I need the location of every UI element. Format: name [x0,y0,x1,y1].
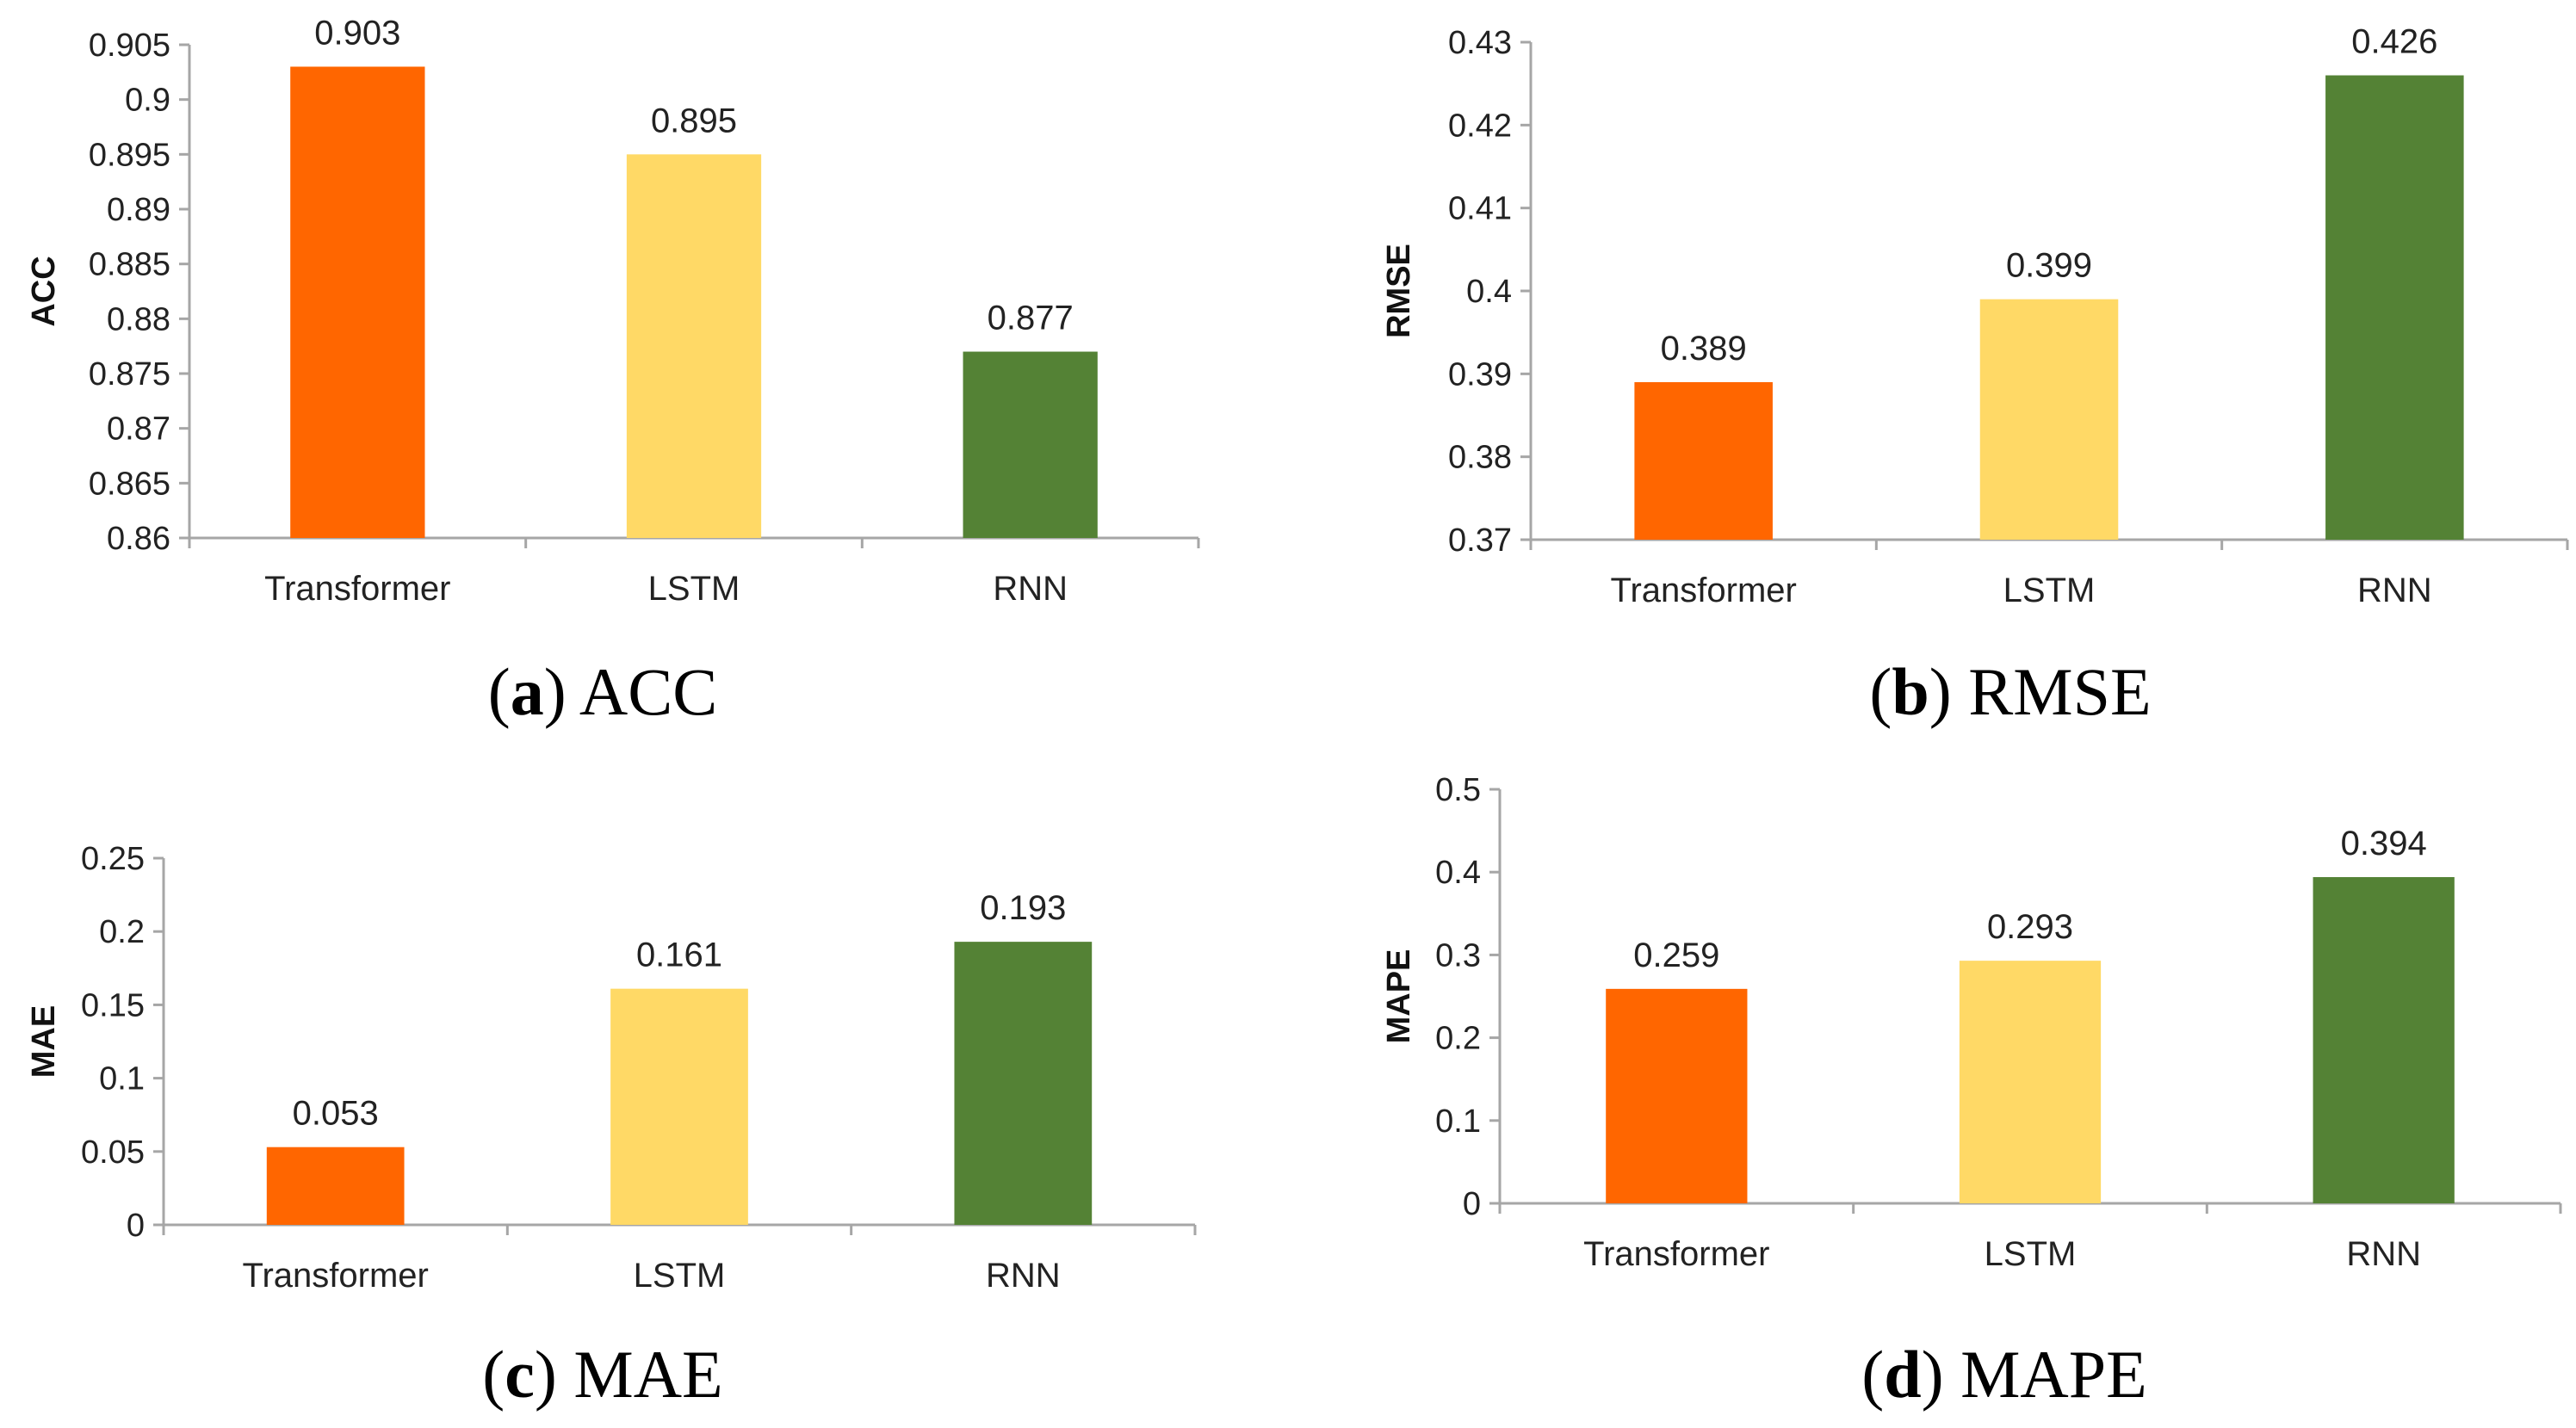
y-tick-label: 0.43 [1448,25,1512,61]
x-category-label: Transformer [243,1257,429,1295]
bar-rnn [2313,876,2455,1203]
x-category-label: RNN [2357,572,2432,609]
y-tick-label: 0.41 [1448,191,1512,227]
data-label-lstm: 0.293 [1987,908,2073,946]
bar-lstm [1979,299,2119,540]
panel-caption: (d) MAPE [1861,1337,2147,1412]
x-category-label: RNN [986,1257,1061,1295]
chart-panel-a: 0.860.8650.870.8750.880.8850.890.8950.90… [26,14,1200,729]
y-tick-label: 0.42 [1448,108,1512,144]
data-label-transformer: 0.053 [293,1095,379,1133]
x-category-label: Transformer [264,570,450,608]
y-tick-label: 0.05 [81,1134,145,1171]
y-tick-label: 0.1 [99,1061,145,1097]
y-axis-title: ACC [26,256,62,326]
data-label-rnn: 0.877 [988,300,1074,337]
x-category-label: Transformer [1611,572,1797,609]
y-tick-label: 0.5 [1435,772,1481,808]
y-tick-label: 0.4 [1435,855,1481,891]
bar-transformer [1606,988,1748,1203]
data-label-rnn: 0.193 [980,889,1066,927]
y-tick-label: 0.865 [89,466,170,502]
y-tick-label: 0.1 [1435,1103,1481,1140]
caption-text: ACC [579,654,717,729]
bar-rnn [963,351,1098,538]
y-tick-label: 0.9 [125,83,170,119]
y-axis-title: MAPE [1381,949,1417,1044]
bar-lstm [610,988,748,1225]
x-category-label: RNN [993,570,1068,608]
y-tick-label: 0.895 [89,137,170,173]
y-tick-label: 0.2 [99,914,145,950]
chart-panel-c: 0 0.05 0.1 0.15 0.2 0.25 0.053 Transformer 0.161… [26,841,1197,1412]
x-category-label: RNN [2346,1235,2421,1273]
y-tick-label: 0.885 [89,247,170,283]
y-tick-label: 0.87 [107,411,170,448]
y-tick-label: 0.38 [1448,440,1512,476]
caption-letter: d [1884,1337,1921,1412]
data-label-lstm: 0.161 [636,937,722,974]
y-tick-label: 0.37 [1448,522,1512,559]
caption-text: MAE [573,1337,722,1412]
bar-transformer [266,1147,405,1225]
x-category-label: LSTM [2003,572,2096,609]
data-label-lstm: 0.399 [2006,247,2092,285]
x-category-label: LSTM [648,570,740,608]
y-tick-label: 0.88 [107,301,170,337]
y-tick-label: 0 [1463,1186,1481,1222]
chart-panel-b: 0.37 0.38 0.39 0.4 0.41 0.42 0.43 0.389 Transfor… [1381,23,2569,729]
y-axis-title: MAE [26,1005,62,1078]
x-category-label: LSTM [1985,1235,2077,1273]
bar-lstm [1959,961,2102,1203]
y-tick-label: 0.905 [89,28,170,64]
y-tick-label: 0.15 [81,987,145,1023]
panel-caption: (c) MAE [482,1337,722,1412]
caption-text: MAPE [1960,1337,2147,1412]
bar-lstm [626,154,762,539]
x-category-label: Transformer [1583,1235,1769,1273]
caption-letter: a [511,654,544,729]
caption-text: RMSE [1968,654,2151,729]
y-tick-label: 0.875 [89,356,170,393]
caption-letter: c [505,1337,535,1412]
data-label-rnn: 0.394 [2341,825,2427,862]
bar-transformer [290,66,425,538]
panel-caption: (a) ACC [488,654,718,729]
y-tick-label: 0.86 [107,521,170,557]
chart-panel-d: 0 0.1 0.2 0.3 0.4 0.5 0.259 Transformer 0.293 LST… [1381,772,2562,1412]
x-category-label: LSTM [634,1257,726,1295]
data-label-transformer: 0.903 [314,14,400,52]
data-label-transformer: 0.389 [1661,330,1747,368]
y-tick-label: 0.89 [107,192,170,228]
y-tick-label: 0 [127,1208,145,1244]
y-tick-label: 0.4 [1466,274,1512,310]
y-tick-label: 0.2 [1435,1021,1481,1057]
y-axis-title: RMSE [1381,244,1417,338]
data-label-transformer: 0.259 [1633,937,1719,974]
caption-letter: b [1892,654,1929,729]
bar-rnn [954,942,1093,1225]
y-tick-label: 0.25 [81,841,145,877]
data-label-lstm: 0.895 [651,102,737,139]
panel-caption: (b) RMSE [1869,654,2151,729]
data-label-rnn: 0.426 [2351,23,2437,61]
y-tick-label: 0.3 [1435,937,1481,974]
bar-rnn [2325,75,2464,541]
bar-transformer [1634,381,1773,540]
y-tick-label: 0.39 [1448,356,1512,393]
